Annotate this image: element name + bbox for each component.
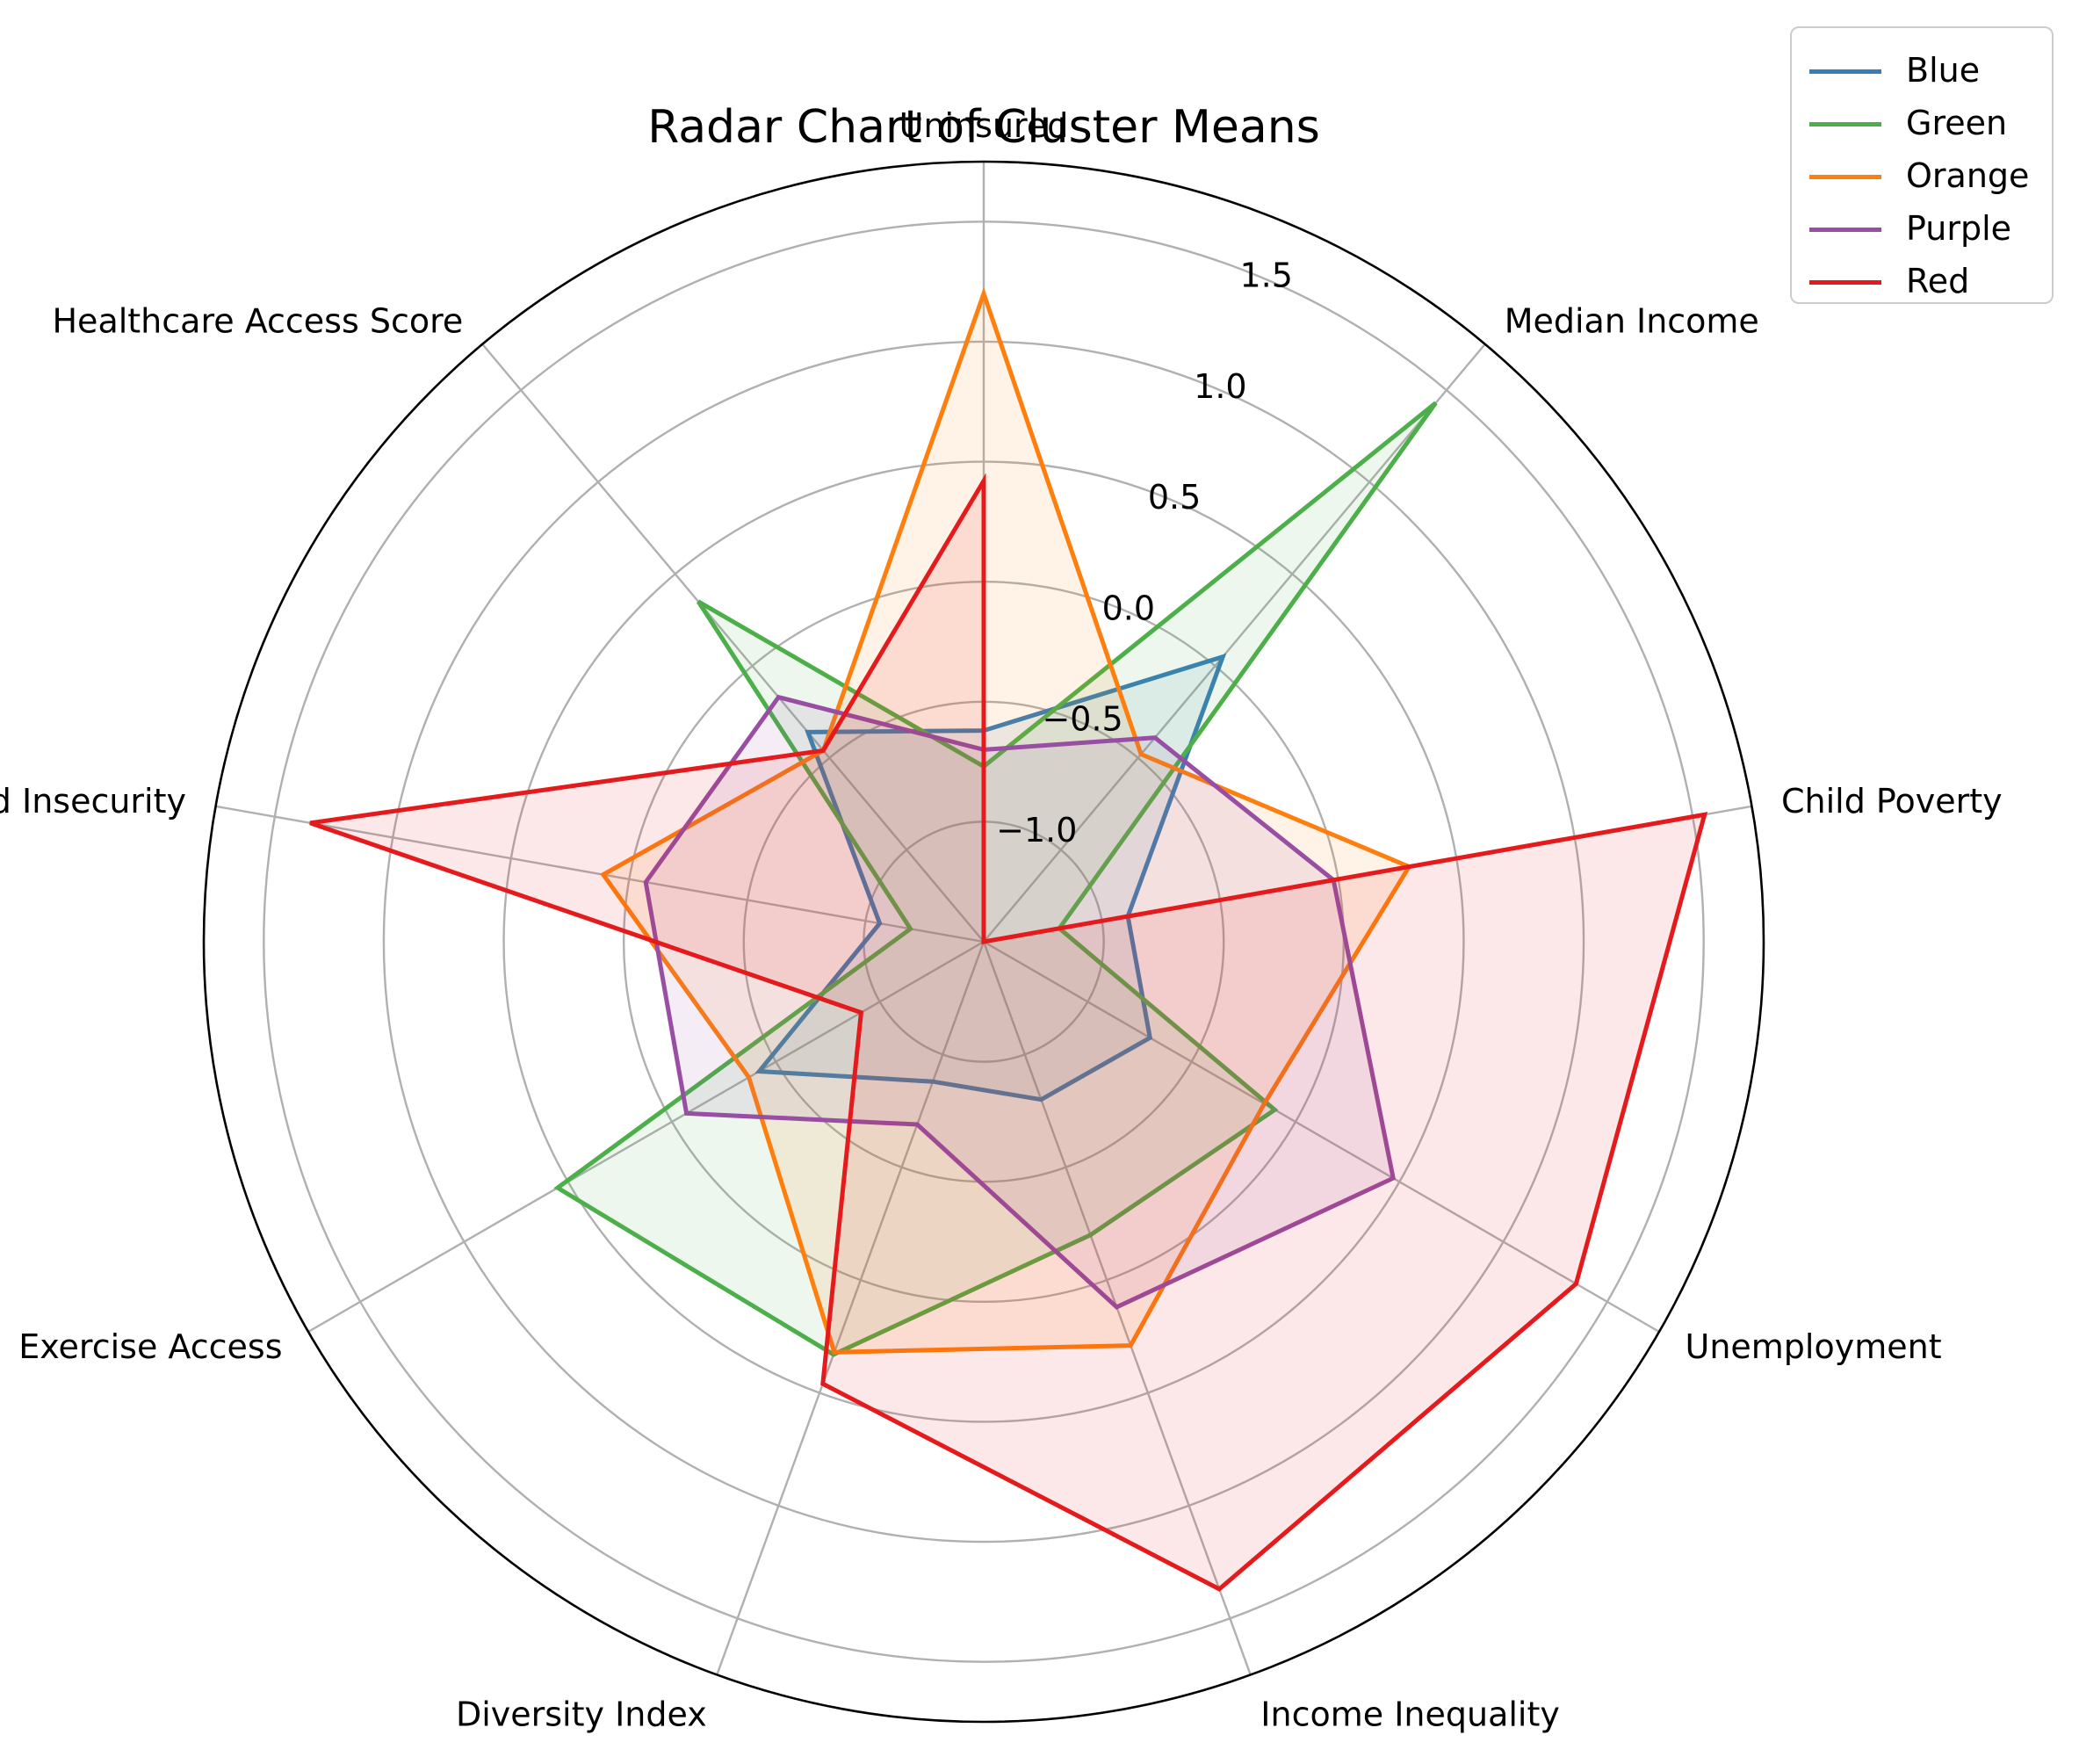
chart-title: Radar Chart of Cluster Means: [647, 101, 1320, 154]
r-tick-label: 0.0: [1102, 589, 1155, 627]
outer-frame: [202, 160, 1765, 1724]
legend-item-green: Green: [1792, 97, 2052, 149]
legend-label: Orange: [1906, 156, 2030, 195]
series-line-green: [553, 401, 1438, 1357]
series-line-orange: [600, 286, 1412, 1355]
axis-label-exercise-access: Exercise Access: [18, 1327, 282, 1366]
axis-label-diversity-index: Diversity Index: [456, 1695, 707, 1733]
series-fill-orange: [603, 293, 1410, 1353]
r-tick-label: 0.5: [1148, 478, 1201, 517]
series-line-purple: [643, 694, 1397, 1310]
series-fill-purple: [646, 697, 1394, 1307]
r-tick-label: 1.0: [1194, 367, 1246, 406]
r-tick-label: −1.0: [996, 811, 1077, 849]
axis-label-unemployment: Unemployment: [1686, 1327, 1942, 1366]
spoke-3: [983, 940, 1660, 1334]
legend-item-blue: Blue: [1792, 44, 2052, 97]
legend-swatch: [1809, 228, 1881, 232]
legend-swatch: [1809, 122, 1881, 127]
spoke-8: [481, 343, 985, 943]
legend-item-orange: Orange: [1792, 149, 2052, 202]
legend-label: Green: [1906, 104, 2008, 142]
legend-label: Purple: [1906, 209, 2012, 248]
series-fill-blue: [759, 656, 1224, 1100]
axis-label-income-inequality: Income Inequality: [1260, 1695, 1560, 1733]
series-line-red: [309, 473, 1708, 1592]
legend-swatch: [1809, 280, 1881, 285]
legend-item-purple: Purple: [1792, 202, 2052, 255]
axis-label-healthcare-access-score: Healthcare Access Score: [52, 302, 463, 341]
labels: Uninsured Median Income Child Poverty Unemp…: [0, 106, 2003, 1733]
axis-label-median-income: Median Income: [1505, 302, 1759, 341]
spoke-5: [716, 941, 985, 1675]
series-group: [309, 286, 1708, 1592]
legend-swatch: [1809, 69, 1881, 74]
legend-label: Red: [1906, 262, 1970, 300]
axis-label-food-insecurity: Food Insecurity: [0, 782, 186, 821]
legend-swatch: [1809, 175, 1881, 179]
legend-item-red: Red: [1792, 255, 2052, 307]
axis-label-uninsured: Uninsured: [899, 106, 1069, 145]
series-fill-red: [310, 481, 1705, 1589]
spoke-7: [215, 805, 985, 943]
legend: Blue Green Orange Purple Red: [1790, 26, 2054, 304]
r-tick-label: −0.5: [1042, 700, 1123, 739]
spoke-1: [983, 343, 1486, 943]
r-tick-label: 1.5: [1239, 257, 1292, 295]
spoke-6: [307, 940, 985, 1334]
legend-label: Blue: [1906, 51, 1981, 90]
axis-label-child-poverty: Child Poverty: [1781, 782, 2003, 821]
